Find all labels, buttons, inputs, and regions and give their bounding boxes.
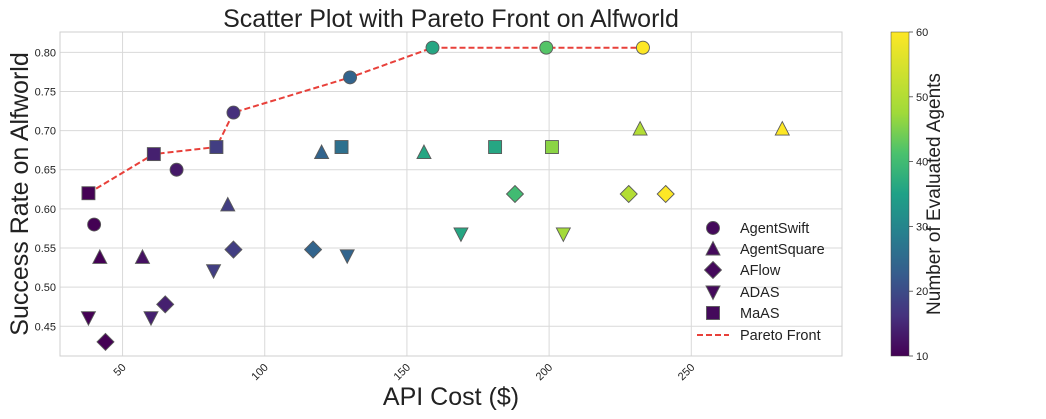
- legend-marker-adas: [705, 285, 721, 301]
- point-agentswift: [343, 70, 358, 85]
- colorbar-tick-label: 40: [916, 157, 928, 169]
- point-aflow: [156, 295, 175, 314]
- legend-item-agentswift: AgentSwift: [706, 221, 809, 237]
- point-adas: [453, 227, 469, 243]
- point-adas: [339, 249, 355, 265]
- legend-symbol-aflow: [703, 260, 723, 280]
- y-tick-label: 0.75: [35, 86, 56, 98]
- point-aflow: [619, 184, 638, 204]
- pareto-front-line: [87, 46, 643, 195]
- point-agentswift: [226, 105, 241, 120]
- legend-label-adas: ADAS: [740, 285, 780, 301]
- point-agentswift: [635, 40, 650, 55]
- point-agentswift: [169, 162, 184, 177]
- legend-symbol-adas: [705, 285, 721, 301]
- plot-frame: [59, 31, 843, 357]
- legend-label-agentsquare: AgentSquare: [740, 242, 825, 258]
- legend-marker-aflow: [703, 260, 723, 280]
- point-maas: [334, 140, 349, 154]
- legend-item-agentsquare: AgentSquare: [705, 240, 825, 258]
- data-markers: [80, 40, 791, 352]
- colorbar-tick-label: 20: [916, 286, 928, 298]
- point-aflow: [656, 184, 675, 204]
- y-tick-label: 0.50: [35, 282, 56, 294]
- point-aflow: [505, 184, 525, 204]
- x-tick-label: 150: [392, 362, 413, 383]
- point-agentsquare: [134, 248, 151, 264]
- point-agentswift: [539, 40, 554, 55]
- y-tick-label: 0.55: [35, 243, 56, 255]
- point-aflow: [303, 240, 323, 259]
- colorbar-tick-label: 50: [916, 92, 928, 104]
- legend-symbol-maas: [706, 306, 720, 320]
- point-adas: [555, 227, 572, 243]
- colorbar-ticks: 10 20 30 40 50 60: [909, 27, 928, 363]
- legend-item-aflow: AFlow: [703, 260, 781, 280]
- point-agentsquare: [92, 248, 108, 264]
- legend-label-pareto-front: Pareto Front: [740, 328, 821, 344]
- point-maas: [81, 186, 96, 201]
- point-agentsquare: [632, 120, 648, 136]
- y-axis-label: Success Rate on Alfworld: [6, 52, 34, 335]
- y-tick-label: 0.65: [35, 165, 56, 177]
- point-maas: [146, 147, 161, 162]
- y-tick-label: 0.70: [35, 126, 56, 138]
- point-agentswift: [425, 40, 440, 55]
- colorbar-tick-label: 60: [916, 27, 928, 39]
- legend-symbol-agentswift: [706, 221, 720, 235]
- legend-marker-maas: [706, 306, 720, 320]
- x-tick-label: 250: [676, 362, 697, 383]
- y-axis-ticks: 0.45 0.50 0.55 0.60 0.65 0.70 0.75 0.80: [35, 47, 56, 333]
- colorbar-gradient: [890, 31, 910, 357]
- colorbar-tick-label: 30: [916, 221, 928, 233]
- legend-label-agentswift: AgentSwift: [740, 221, 809, 237]
- legend-marker-agentsquare: [705, 240, 721, 256]
- legend-marker-agentswift: [706, 221, 720, 235]
- legend-item-adas: ADAS: [705, 285, 780, 301]
- legend-symbol-agentsquare: [705, 240, 721, 256]
- y-tick-label: 0.80: [35, 47, 56, 59]
- x-tick-label: 100: [249, 362, 270, 383]
- x-axis-ticks: 50 100 150 200 250: [112, 362, 698, 383]
- chart-title: Scatter Plot with Pareto Front on Alfwor…: [223, 5, 679, 33]
- legend-label-maas: MaAS: [740, 306, 780, 322]
- legend-label-aflow: AFlow: [740, 263, 781, 279]
- grid-lines: [60, 32, 842, 356]
- legend-item-pareto-front: Pareto Front: [697, 328, 821, 344]
- colorbar-label: Number of Evaluated Agents: [924, 73, 945, 315]
- x-tick-label: 200: [534, 362, 555, 383]
- point-maas: [544, 140, 559, 154]
- x-tick-label: 50: [112, 362, 129, 379]
- point-agentsquare: [774, 120, 791, 136]
- y-tick-label: 0.45: [35, 321, 56, 333]
- point-agentsquare: [220, 196, 236, 212]
- point-adas: [80, 311, 97, 327]
- y-tick-label: 0.60: [35, 204, 56, 216]
- colorbar-tick-label: 10: [916, 351, 928, 363]
- colorbar: 10 20 30 40 50 60 Number of Evaluated Agents: [890, 27, 945, 363]
- point-adas: [143, 311, 159, 327]
- legend: AgentSwift AgentSquare AFlow ADAS MaAS P…: [697, 221, 825, 344]
- legend-item-maas: MaAS: [706, 306, 780, 322]
- point-maas: [488, 140, 503, 154]
- point-agentswift: [87, 217, 102, 232]
- point-aflow: [224, 240, 243, 259]
- point-adas: [205, 264, 222, 280]
- point-aflow: [96, 332, 115, 352]
- point-agentsquare: [416, 144, 432, 159]
- x-axis-label: API Cost ($): [383, 383, 519, 411]
- point-maas: [209, 140, 224, 154]
- point-agentsquare: [313, 144, 330, 159]
